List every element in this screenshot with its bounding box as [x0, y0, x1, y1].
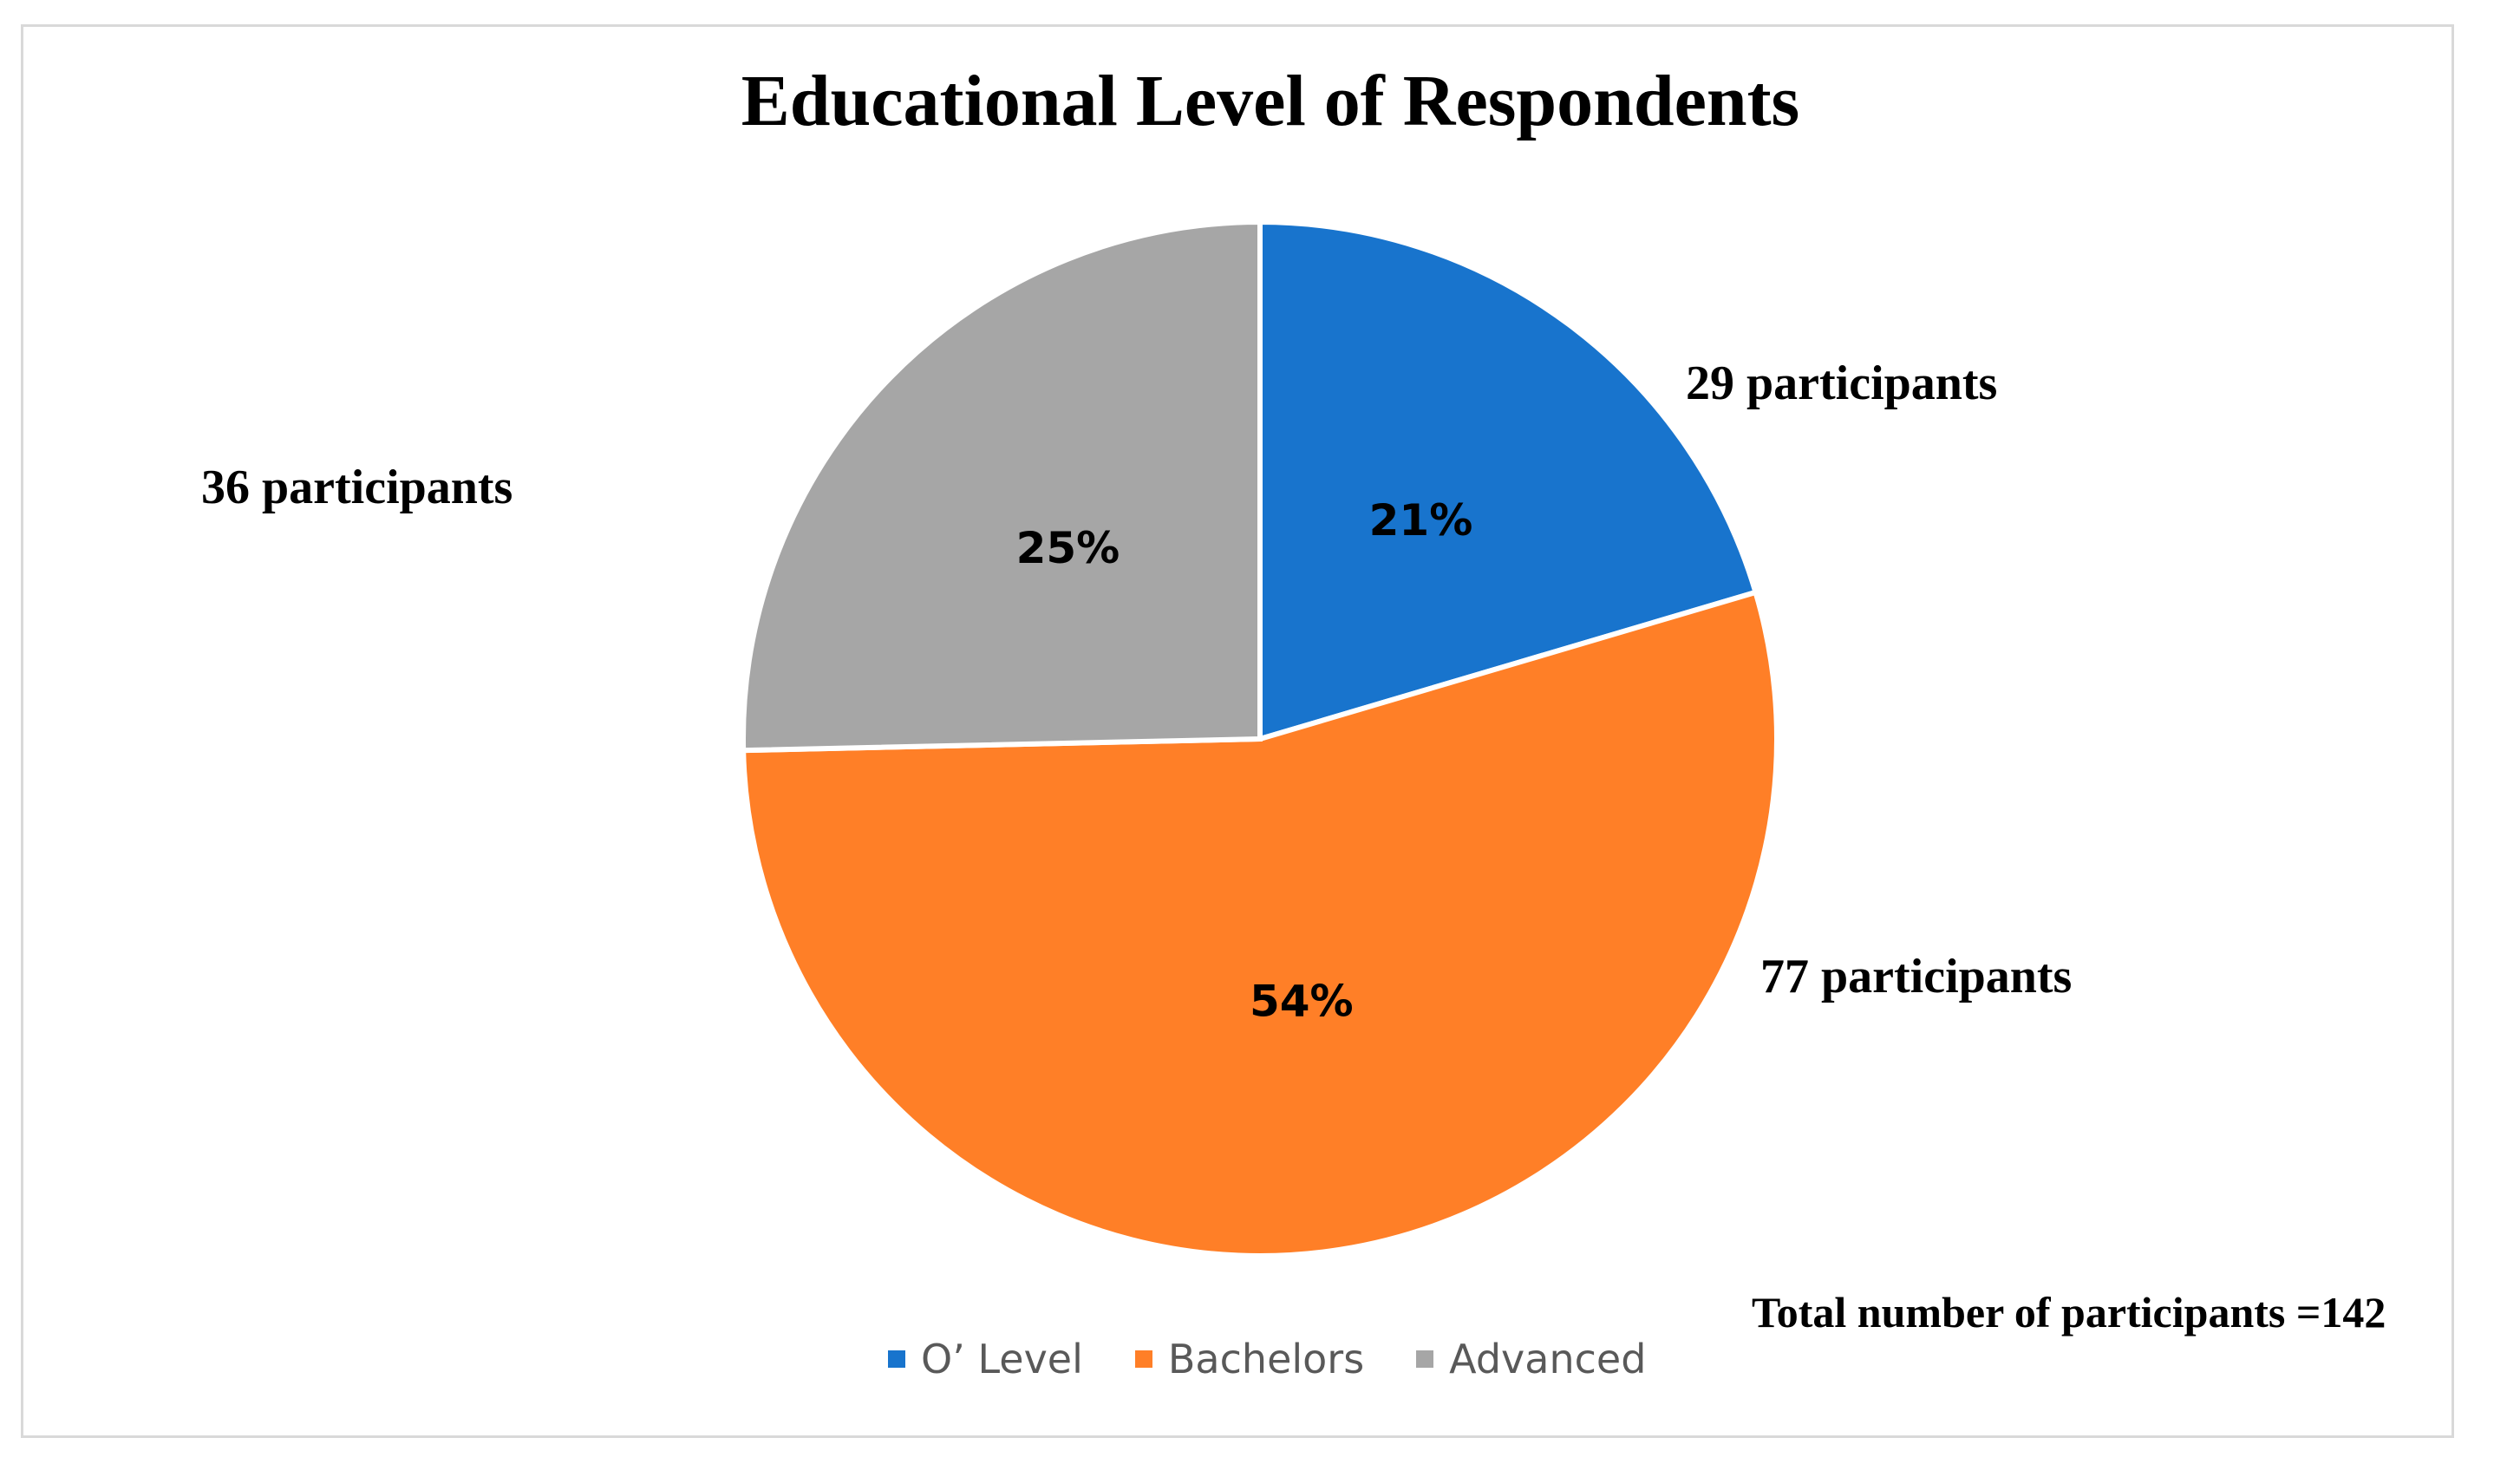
legend-item-bachelors: Bachelors: [1134, 1336, 1365, 1382]
legend-item-advanced: Advanced: [1416, 1336, 1646, 1382]
legend-swatch-o-level: [888, 1350, 905, 1368]
chart-legend: O’ Level Bachelors Advanced: [888, 1336, 1646, 1382]
legend-label-bachelors: Bachelors: [1167, 1336, 1365, 1382]
pie-slice-advanced: [741, 219, 1263, 754]
legend-label-o-level: O’ Level: [921, 1336, 1083, 1382]
slice-count-label-bachelors: 77 participants: [1760, 950, 2073, 1003]
pie-percent-label-advanced: 25%: [1016, 523, 1120, 573]
legend-item-o-level: O’ Level: [888, 1336, 1083, 1382]
total-participants-annotation: Total number of participants =142: [1752, 1288, 2386, 1337]
pie-percent-label-bachelors: 54%: [1250, 977, 1354, 1027]
chart-title: Educational Level of Respondents: [741, 61, 1800, 141]
legend-swatch-advanced: [1416, 1350, 1434, 1368]
legend-label-advanced: Advanced: [1449, 1336, 1647, 1382]
slice-count-label-o-level: 29 participants: [1686, 356, 1998, 410]
legend-swatch-bachelors: [1134, 1350, 1152, 1368]
slice-count-label-advanced: 36 participants: [201, 461, 513, 514]
pie-slice-o-level: [1257, 219, 1759, 743]
pie-slice-bachelors: [741, 589, 1779, 1258]
pie-percent-label-o-level: 21%: [1369, 495, 1473, 546]
